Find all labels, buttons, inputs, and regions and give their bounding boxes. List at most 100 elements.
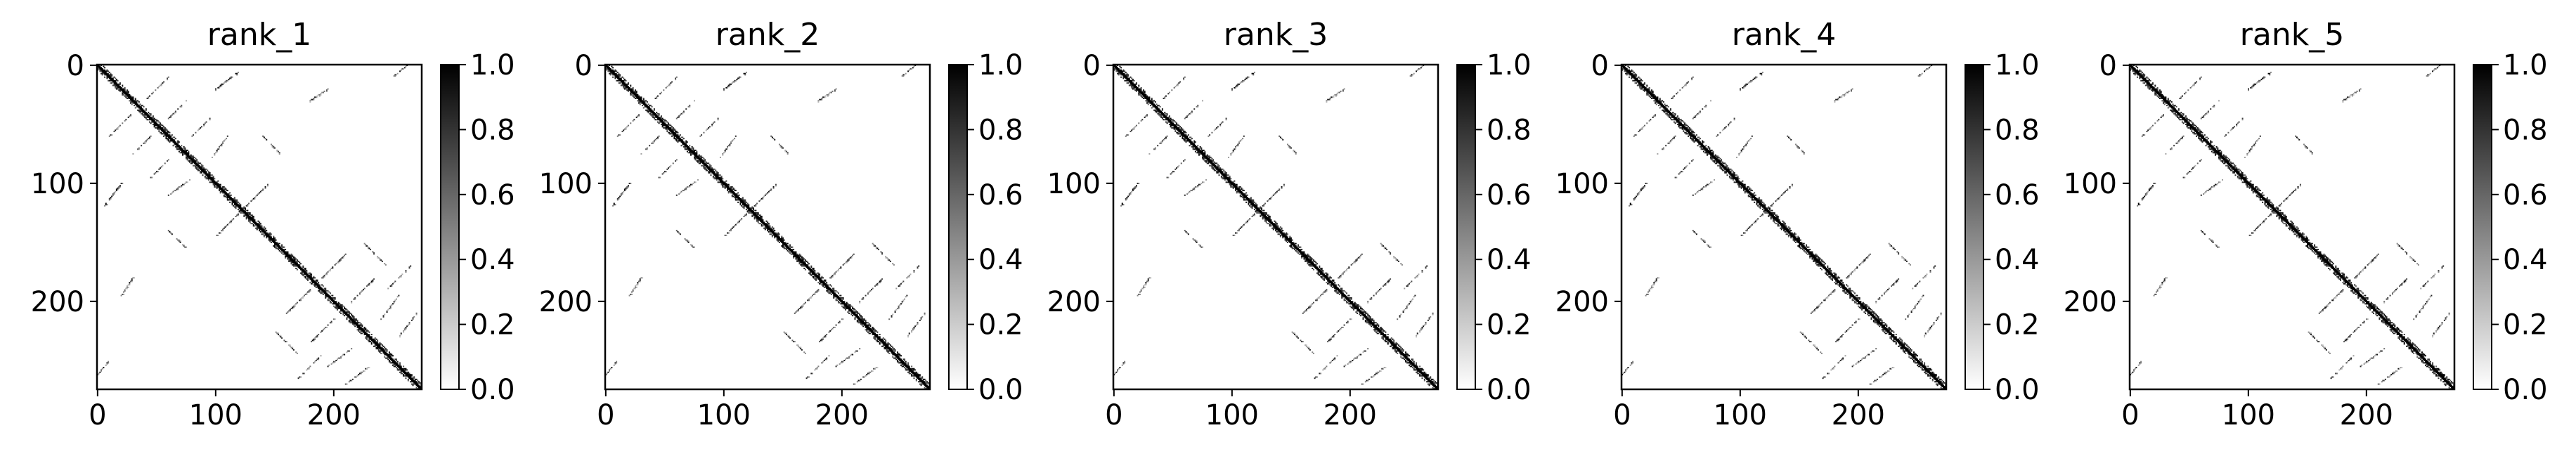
heatmap-cell xyxy=(896,356,898,358)
heatmap-cell xyxy=(755,209,757,212)
heatmap-cell xyxy=(876,336,879,338)
heatmap-cell xyxy=(715,173,717,175)
heatmap-cell xyxy=(823,283,825,285)
heatmap-cell xyxy=(713,168,716,170)
heatmap-cell xyxy=(642,105,644,107)
heatmap-cell xyxy=(911,374,913,376)
heatmap-cell xyxy=(138,147,140,149)
heatmap-cell xyxy=(167,131,169,133)
heatmap-cell xyxy=(124,91,126,93)
heatmap-cell xyxy=(902,301,905,302)
heatmap-cell xyxy=(386,349,388,351)
heatmap-cell xyxy=(278,246,280,248)
heatmap-cell xyxy=(334,301,336,304)
heatmap-cell xyxy=(321,289,323,291)
heatmap-cell xyxy=(282,249,284,252)
heatmap-cell xyxy=(831,275,834,277)
heatmap-cell xyxy=(734,193,737,195)
heatmap-cell xyxy=(235,216,237,218)
heatmap-cell xyxy=(1127,79,1130,82)
heatmap-cell xyxy=(881,252,884,254)
heatmap-cell xyxy=(758,214,760,216)
heatmap-cell xyxy=(834,90,836,92)
heatmap-cell xyxy=(299,298,302,300)
heatmap-cell xyxy=(349,316,351,318)
heatmap-cell xyxy=(833,290,835,292)
heatmap-cell xyxy=(160,133,162,135)
heatmap-cell xyxy=(804,268,806,271)
heatmap-cell xyxy=(901,301,903,302)
heatmap-cell xyxy=(247,204,249,206)
heatmap-cell xyxy=(630,122,632,124)
heatmap-cell xyxy=(337,261,339,264)
heatmap-cell xyxy=(920,384,922,387)
heatmap-cell xyxy=(675,79,677,81)
heatmap-cell xyxy=(178,145,180,148)
heatmap-cell xyxy=(145,112,147,115)
heatmap-cell xyxy=(243,214,245,216)
heatmap-cell xyxy=(261,228,263,230)
heatmap-cell xyxy=(226,79,228,82)
heatmap-cell xyxy=(840,267,842,269)
heatmap-cell xyxy=(1121,72,1123,74)
heatmap-cell xyxy=(294,305,296,307)
heatmap-cell xyxy=(368,334,370,336)
heatmap-cell xyxy=(859,301,861,302)
heatmap-cell xyxy=(682,138,684,141)
heatmap-cell xyxy=(801,264,803,266)
heatmap-cell xyxy=(171,140,173,142)
heatmap-cell xyxy=(335,303,337,305)
heatmap-cell xyxy=(196,167,198,169)
heatmap-cell xyxy=(686,145,688,147)
heatmap-cell xyxy=(835,294,837,297)
heatmap-cell xyxy=(772,232,775,234)
heatmap-cell xyxy=(337,304,339,306)
heatmap-cell xyxy=(354,319,356,321)
heatmap-cell xyxy=(1135,88,1137,90)
heatmap-cell xyxy=(675,117,678,119)
heatmap-cell xyxy=(405,377,407,379)
heatmap-cell xyxy=(859,379,861,382)
heatmap-cell xyxy=(896,352,898,354)
heatmap-cell xyxy=(290,256,292,258)
heatmap-cell xyxy=(113,81,115,83)
heatmap-cell xyxy=(172,140,174,142)
heatmap-cell xyxy=(103,70,105,72)
heatmap-cell xyxy=(407,376,409,378)
heatmap-cell xyxy=(808,299,810,301)
heatmap-cell xyxy=(614,74,616,76)
heatmap-cell xyxy=(399,364,401,366)
heatmap-cell xyxy=(278,249,280,251)
heatmap-cell xyxy=(146,115,148,117)
heatmap-cell xyxy=(817,278,820,280)
heatmap-cell xyxy=(290,308,292,310)
heatmap-cell xyxy=(292,258,295,260)
heatmap-cell xyxy=(349,379,351,382)
heatmap-cell xyxy=(854,351,856,353)
heatmap-cell xyxy=(639,98,641,100)
heatmap-cell xyxy=(887,259,889,261)
heatmap-cell xyxy=(322,275,324,278)
heatmap-cell xyxy=(162,164,164,167)
heatmap-cell xyxy=(1134,84,1137,86)
heatmap-cell xyxy=(919,379,921,382)
heatmap-cell xyxy=(222,190,224,192)
heatmap-cell xyxy=(269,237,271,239)
heatmap-cell xyxy=(924,384,926,387)
heatmap-cell xyxy=(763,221,765,223)
x-tick-label: 100 xyxy=(189,399,242,431)
heatmap-cell xyxy=(682,112,684,114)
heatmap-cell xyxy=(723,181,725,183)
heatmap-cell xyxy=(907,335,910,337)
heatmap-cell xyxy=(257,227,259,229)
heatmap-cell xyxy=(694,181,695,183)
heatmap-cell xyxy=(132,277,134,279)
heatmap-cell xyxy=(1157,108,1159,110)
heatmap-cell xyxy=(661,121,664,123)
heatmap-cell xyxy=(1127,82,1130,84)
heatmap-cell xyxy=(817,289,820,291)
heatmap-cell xyxy=(821,280,823,283)
heatmap-cell xyxy=(646,105,648,108)
heatmap-cell xyxy=(675,138,677,141)
heatmap-cell xyxy=(394,361,396,363)
